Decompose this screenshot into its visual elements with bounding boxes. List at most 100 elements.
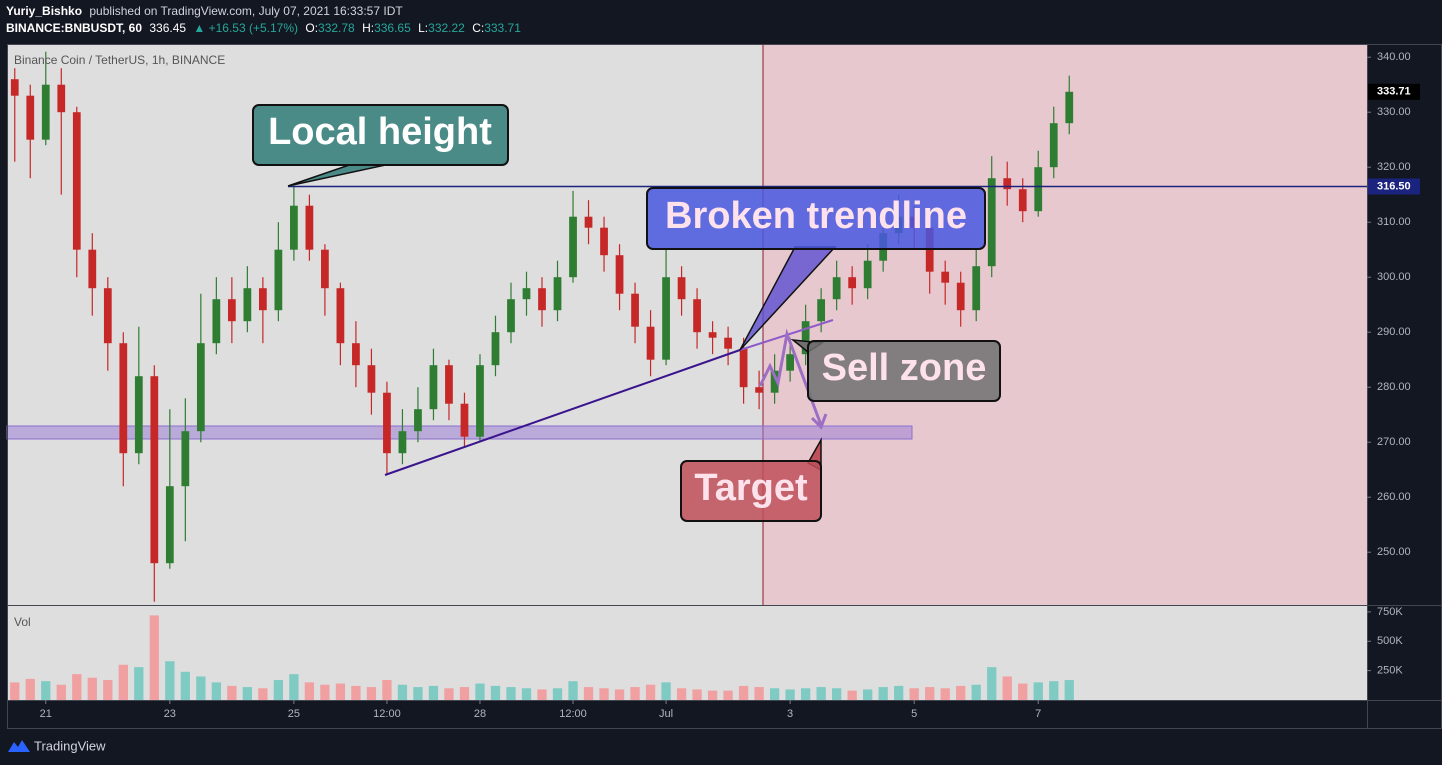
candle-body <box>600 227 608 256</box>
x-tick-label: Jul <box>659 708 673 720</box>
header-line: Yuriy_Bishko published on TradingView.co… <box>6 4 403 18</box>
candle-body <box>832 277 841 300</box>
candle-body <box>507 299 515 333</box>
candle-body <box>196 343 205 432</box>
callout-text: Sell zone <box>822 347 987 389</box>
y-tick-label: 270.00 <box>1377 436 1411 448</box>
volume-bar <box>428 685 439 700</box>
volume-bar <box>506 687 516 700</box>
volume-bar <box>366 687 377 700</box>
candle-body <box>1049 123 1058 168</box>
published: published on TradingView.com, July 07, 2… <box>89 4 403 18</box>
volume-bar <box>645 684 656 700</box>
volume-bar <box>521 688 532 700</box>
volume-bar <box>304 682 315 700</box>
volume-bar <box>568 681 578 700</box>
highlight-region <box>763 44 1367 605</box>
candle-body <box>243 288 252 322</box>
volume-bar <box>599 688 609 700</box>
volume-bar <box>413 687 423 700</box>
candle-body <box>88 249 97 289</box>
level-label: 316.50 <box>1377 180 1411 192</box>
volume-bar <box>769 688 780 700</box>
volume-bar <box>180 671 190 700</box>
callout-box <box>646 187 986 250</box>
volume-bar <box>1049 681 1059 700</box>
candle-body <box>724 337 732 349</box>
ohlc-label: L: <box>418 21 428 35</box>
volume-bar <box>211 682 222 700</box>
candle-body <box>367 365 376 393</box>
candle-body <box>321 249 329 289</box>
callout-box <box>807 340 1001 402</box>
volume-bar <box>738 685 749 700</box>
ohlc-value: 332.22 <box>428 21 465 35</box>
volume-bar <box>320 684 330 700</box>
x-tick-label: 12:00 <box>559 708 587 720</box>
x-tick-label: 23 <box>164 708 176 720</box>
volume-bar <box>707 690 718 700</box>
candle-body <box>941 271 950 283</box>
y-tick-label: 280.00 <box>1377 381 1411 393</box>
callout-box <box>252 104 509 166</box>
volume-bar <box>41 681 51 700</box>
volume-bar <box>614 689 625 700</box>
volume-bar <box>785 689 795 700</box>
volume-bar <box>661 682 671 700</box>
projection-arrow <box>758 328 823 426</box>
brand: TradingView <box>34 738 106 753</box>
brand-logo <box>8 740 30 752</box>
volume-pane <box>10 615 1074 700</box>
candle-body <box>848 277 857 289</box>
volume-bar <box>847 690 857 700</box>
candle-body <box>553 277 562 311</box>
arrow-head <box>810 413 828 430</box>
volume-bar <box>800 688 811 700</box>
symbol-line: BINANCE:BNBUSDT, 60 336.45 ▲ +16.53 (+5.… <box>6 21 521 35</box>
volume-tick-label: 250K <box>1377 665 1403 677</box>
volume-bar <box>583 687 594 700</box>
candle-body <box>646 326 655 360</box>
time-axis <box>7 700 1367 728</box>
volume-bar <box>754 687 764 700</box>
volume-bar <box>490 685 501 700</box>
volume-bar <box>552 688 563 700</box>
candle-body <box>352 343 360 366</box>
x-tick-label: 12:00 <box>373 708 401 720</box>
volume-bar <box>956 685 966 700</box>
candle-body <box>863 260 872 289</box>
volume-bar <box>987 667 997 700</box>
candle-body <box>72 112 81 250</box>
candle-body <box>1018 189 1027 212</box>
candle-body <box>305 205 314 250</box>
volume-bar <box>103 680 113 700</box>
y-tick-label: 300.00 <box>1377 271 1411 283</box>
volume-bar <box>723 690 733 700</box>
candle-body <box>336 288 345 344</box>
y-tick-label: 330.00 <box>1377 106 1411 118</box>
candle-body <box>662 277 670 360</box>
y-tick-label: 260.00 <box>1377 491 1411 503</box>
level-badge <box>1368 178 1420 195</box>
candles <box>10 51 1074 602</box>
candle-body <box>150 376 159 564</box>
volume-bar <box>149 615 159 700</box>
last-price-label: 333.71 <box>1377 86 1411 98</box>
volume-bar <box>1064 680 1074 700</box>
volume-tick-label: 750K <box>1377 606 1403 618</box>
candle-body <box>383 392 391 454</box>
volume-bar <box>10 682 20 700</box>
volume-bar <box>692 689 702 700</box>
volume-bar <box>72 674 82 700</box>
candle-body <box>10 79 19 96</box>
volume-bar <box>273 680 284 700</box>
ohlc-label: C: <box>472 21 484 35</box>
trendline <box>384 349 741 476</box>
candle-body <box>41 84 50 140</box>
candle-body <box>227 299 236 322</box>
candle-body <box>445 365 453 404</box>
volume-bar <box>925 687 935 700</box>
candle-body <box>398 431 407 454</box>
volume-bar <box>289 674 299 700</box>
